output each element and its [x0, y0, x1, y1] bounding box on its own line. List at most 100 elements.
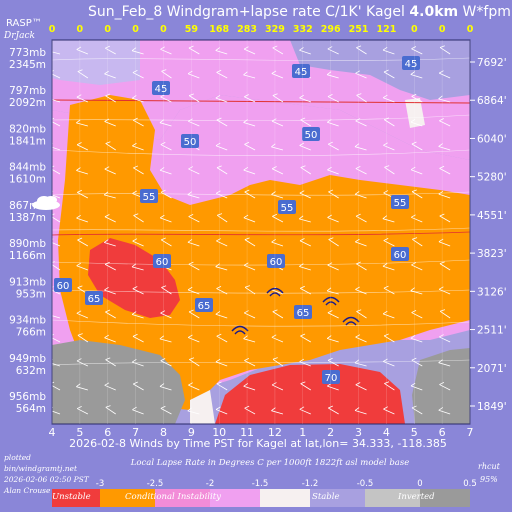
contour-label-box: [278, 200, 296, 214]
wind-barb-flag: [215, 406, 221, 410]
wind-barb-staff: [188, 47, 200, 55]
wind-barb-staff: [132, 409, 144, 415]
x-tick-label: 4: [383, 426, 390, 439]
altitude-m-tick-label: 1610m: [9, 174, 46, 186]
wind-barb-staff: [52, 262, 61, 271]
wind-barb: [411, 189, 423, 199]
altitude-m-tick-label: 2345m: [9, 59, 46, 71]
wind-barb-staff: [105, 95, 116, 103]
wind-barb-staff: [160, 191, 172, 199]
wind-barb: [159, 335, 172, 343]
wind-barb: [411, 141, 423, 151]
wind-barb-flag: [410, 71, 416, 75]
contour-label: 60: [156, 257, 169, 268]
wind-barb-flag: [77, 237, 83, 241]
wind-barb-staff: [104, 264, 116, 271]
wind-barb: [188, 309, 200, 319]
wind-barb-staff: [355, 384, 367, 391]
wind-barb: [244, 141, 256, 151]
wstar-value: 251: [349, 24, 369, 35]
wind-barb: [384, 165, 395, 175]
chart-title: Sun_Feb_8 Windgram+lapse rate C/1K' Kage…: [88, 4, 512, 20]
wind-barb-staff: [76, 265, 89, 271]
wind-barb: [189, 357, 200, 367]
wind-barb-staff: [327, 121, 339, 127]
wind-barb-flag: [77, 189, 82, 193]
wind-barb-flag: [411, 214, 416, 218]
wind-barb-staff: [215, 266, 228, 271]
wind-barb-flag: [356, 261, 362, 265]
legend-swatch: [310, 489, 365, 507]
wind-barb-staff: [104, 216, 116, 223]
wind-barb-staff: [160, 360, 172, 367]
wind-barb: [216, 69, 228, 79]
wind-barb-staff: [272, 216, 284, 223]
wind-barb-flag: [439, 381, 445, 385]
wind-barb: [105, 405, 116, 415]
wind-barb: [271, 407, 284, 415]
wind-barb: [300, 117, 312, 127]
wind-barb-staff: [132, 314, 144, 319]
wind-barb-staff: [187, 73, 200, 79]
wind-barb: [216, 381, 228, 391]
wind-barb-staff: [160, 48, 172, 55]
wind-barb-flag: [187, 70, 193, 75]
wind-barb: [299, 406, 311, 415]
wind-barb-flag: [326, 71, 332, 76]
wind-barb-flag: [188, 382, 193, 386]
wind-barb-flag: [243, 166, 249, 171]
wind-barb-staff: [243, 338, 256, 343]
wind-barb-flag: [299, 358, 305, 363]
wind-barb: [271, 143, 284, 151]
wind-barb-staff: [52, 145, 61, 151]
altitude-m-tick-label: 564m: [16, 403, 46, 415]
wind-barb: [356, 261, 367, 271]
altitude-m-tick-label: 2092m: [9, 97, 46, 109]
wind-barb: [354, 143, 367, 151]
wind-barb-flag: [216, 381, 222, 385]
legend-label-unstable: Unstable: [52, 492, 91, 502]
wind-barb: [411, 46, 423, 55]
wind-barb-staff: [439, 310, 451, 319]
pressure-tick-label: 890mb: [9, 238, 46, 250]
wind-barb-flag: [382, 263, 388, 267]
contour-label-box: [391, 195, 409, 209]
wind-barb-flag: [438, 238, 444, 243]
wind-barb: [159, 214, 172, 223]
contour-label-box: [54, 278, 72, 292]
wind-barb: [76, 383, 88, 391]
wind-barb-flag: [355, 286, 360, 290]
wind-barb-flag: [215, 358, 221, 363]
wind-barb-flag: [439, 261, 445, 265]
wind-barb: [300, 165, 312, 175]
wind-barb-flag: [76, 94, 82, 98]
wind-barb: [216, 285, 228, 295]
legend-label-conditional: Conditional Instability: [125, 492, 221, 502]
wind-barb-staff: [104, 384, 116, 391]
wind-barb: [243, 71, 256, 79]
altitude-ft-tick-label: 7692': [477, 57, 507, 69]
wind-barb-flag: [188, 213, 194, 217]
contour-label-box: [153, 254, 171, 268]
x-tick-label: 12: [268, 426, 282, 439]
wind-barb: [299, 47, 311, 55]
wind-barb: [133, 381, 144, 391]
wind-barb: [355, 213, 367, 223]
wind-barb: [159, 383, 172, 391]
wind-barb-flag: [328, 189, 334, 193]
wind-barb: [103, 191, 116, 199]
wind-barb: [438, 407, 451, 415]
wind-barb: [356, 93, 367, 103]
pressure-tick-label: 844mb: [9, 162, 46, 174]
wind-barb-staff: [188, 384, 200, 391]
wind-barb-flag: [244, 405, 250, 409]
wind-barb-staff: [356, 311, 367, 319]
contour-label: 45: [155, 84, 168, 95]
wind-barb-flag: [76, 262, 82, 267]
wind-barb: [244, 94, 256, 103]
wind-barb: [411, 357, 423, 367]
wind-barb: [215, 142, 228, 151]
wind-barb: [272, 93, 284, 103]
wind-barb-staff: [52, 72, 61, 79]
altitude-ft-tick-label: 4551': [477, 210, 507, 222]
